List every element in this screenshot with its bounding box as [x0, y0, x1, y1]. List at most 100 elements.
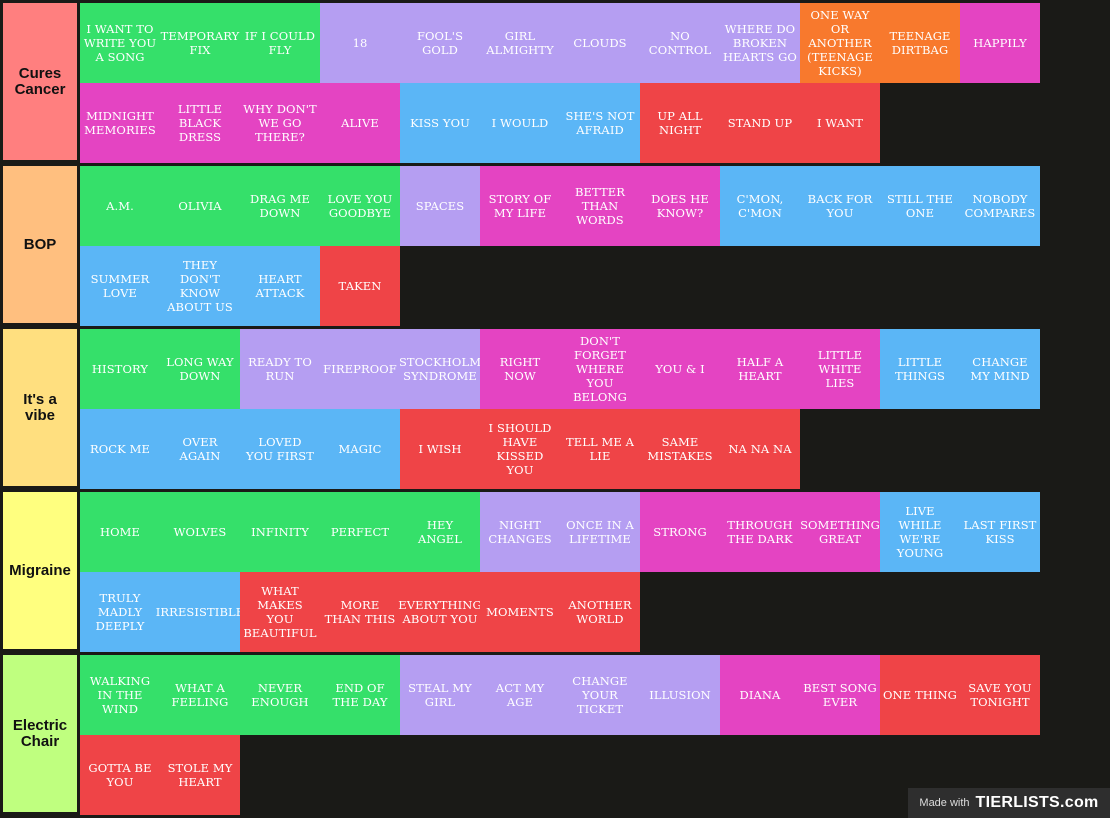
tier-item[interactable]: HOME: [80, 492, 160, 572]
tier-item[interactable]: MORE THAN THIS: [320, 572, 400, 652]
tier-item[interactable]: CHANGE MY MIND: [960, 329, 1040, 409]
tier-label[interactable]: Electric Chair: [3, 655, 77, 812]
tier-item[interactable]: NOBODY COMPARES: [960, 166, 1040, 246]
tier-item[interactable]: HEART ATTACK: [240, 246, 320, 326]
tier-item[interactable]: LOVE YOU GOODBYE: [320, 166, 400, 246]
tier-item[interactable]: CHANGE YOUR TICKET: [560, 655, 640, 735]
tier-row: It's a vibe HISTORY LONG WAY DOWN READY TO …: [0, 326, 1110, 489]
tier-item[interactable]: BACK FOR YOU: [800, 166, 880, 246]
tier-item[interactable]: INFINITY: [240, 492, 320, 572]
tier-item[interactable]: PERFECT: [320, 492, 400, 572]
tier-item[interactable]: STOCKHOLM SYNDROME: [399, 329, 481, 409]
tier-item[interactable]: ACT MY AGE: [480, 655, 560, 735]
tier-item[interactable]: MOMENTS: [480, 572, 560, 652]
tier-item[interactable]: KISS YOU: [400, 83, 480, 163]
tier-item[interactable]: I WISH: [400, 409, 480, 489]
tier-item[interactable]: NA NA NA: [720, 409, 800, 489]
tier-item[interactable]: FOOL'S GOLD: [400, 3, 480, 83]
tier-item[interactable]: STEAL MY GIRL: [400, 655, 480, 735]
tier-item[interactable]: THEY DON'T KNOW ABOUT US: [160, 246, 240, 326]
tier-item[interactable]: DIANA: [720, 655, 800, 735]
tier-item[interactable]: STILL THE ONE: [880, 166, 960, 246]
tier-item[interactable]: MIDNIGHT MEMORIES: [80, 83, 160, 163]
tier-item[interactable]: THROUGH THE DARK: [720, 492, 800, 572]
tier-item[interactable]: A.M.: [80, 166, 160, 246]
tier-item[interactable]: LOVED YOU FIRST: [240, 409, 320, 489]
tier-item[interactable]: DON'T FORGET WHERE YOU BELONG: [560, 329, 640, 409]
tier-item[interactable]: ANOTHER WORLD: [560, 572, 640, 652]
tier-item[interactable]: I WOULD: [480, 83, 560, 163]
tier-item[interactable]: IF I COULD FLY: [240, 3, 320, 83]
tier-item[interactable]: 18: [320, 3, 400, 83]
tier-label[interactable]: Migraine: [3, 492, 77, 649]
tier-item[interactable]: WHAT A FEELING: [160, 655, 240, 735]
tier-item[interactable]: STOLE MY HEART: [160, 735, 240, 815]
tier-item[interactable]: BETTER THAN WORDS: [560, 166, 640, 246]
tier-item[interactable]: WHAT MAKES YOU BEAUTIFUL: [240, 572, 320, 652]
tier-label[interactable]: It's a vibe: [3, 329, 77, 486]
watermark-made-with: Made with: [919, 797, 970, 809]
tier-item[interactable]: DRAG ME DOWN: [240, 166, 320, 246]
tier-item[interactable]: ONE WAY OR ANOTHER (TEENAGE KICKS): [800, 3, 880, 83]
tier-item[interactable]: UP ALL NIGHT: [640, 83, 720, 163]
tier-item[interactable]: NIGHT CHANGES: [480, 492, 560, 572]
tier-item[interactable]: ALIVE: [320, 83, 400, 163]
tier-item[interactable]: OLIVIA: [160, 166, 240, 246]
tier-item[interactable]: TEMPORARY FIX: [160, 3, 240, 83]
tier-item[interactable]: I SHOULD HAVE KISSED YOU: [480, 409, 560, 489]
tier-item[interactable]: LITTLE WHITE LIES: [800, 329, 880, 409]
tier-item[interactable]: FIREPROOF: [320, 329, 400, 409]
tier-item[interactable]: SAVE YOU TONIGHT: [960, 655, 1040, 735]
tier-item[interactable]: ILLUSION: [640, 655, 720, 735]
tier-item[interactable]: DOES HE KNOW?: [640, 166, 720, 246]
tier-item[interactable]: LONG WAY DOWN: [160, 329, 240, 409]
tier-item[interactable]: LITTLE THINGS: [880, 329, 960, 409]
watermark-logo: TIERLISTS.com: [975, 794, 1099, 811]
tier-item[interactable]: TEENAGE DIRTBAG: [880, 3, 960, 83]
tier-item[interactable]: GIRL ALMIGHTY: [480, 3, 560, 83]
tier-item[interactable]: HALF A HEART: [720, 329, 800, 409]
tier-item[interactable]: TAKEN: [320, 246, 400, 326]
tier-item[interactable]: LIVE WHILE WE'RE YOUNG: [880, 492, 960, 572]
tier-item[interactable]: READY TO RUN: [240, 329, 320, 409]
tier-item[interactable]: GOTTA BE YOU: [80, 735, 160, 815]
tier-item[interactable]: RIGHT NOW: [480, 329, 560, 409]
tier-item[interactable]: LITTLE BLACK DRESS: [160, 83, 240, 163]
tier-label[interactable]: BOP: [3, 166, 77, 323]
tier-item[interactable]: HEY ANGEL: [400, 492, 480, 572]
tier-item[interactable]: SOMETHING GREAT: [800, 492, 880, 572]
tier-item[interactable]: I WANT: [800, 83, 880, 163]
tier-item[interactable]: WALKING IN THE WIND: [80, 655, 160, 735]
tier-item[interactable]: LAST FIRST KISS: [960, 492, 1040, 572]
tier-item[interactable]: WOLVES: [160, 492, 240, 572]
tier-item[interactable]: ONE THING: [880, 655, 960, 735]
tier-item[interactable]: SUMMER LOVE: [80, 246, 160, 326]
tier-item[interactable]: STORY OF MY LIFE: [480, 166, 560, 246]
tier-item[interactable]: OVER AGAIN: [160, 409, 240, 489]
tier-item[interactable]: ONCE IN A LIFETIME: [560, 492, 640, 572]
tier-item[interactable]: STRONG: [640, 492, 720, 572]
tier-item[interactable]: SPACES: [400, 166, 480, 246]
tier-item[interactable]: WHY DON'T WE GO THERE?: [240, 83, 320, 163]
tier-item[interactable]: NEVER ENOUGH: [240, 655, 320, 735]
tier-item[interactable]: MAGIC: [320, 409, 400, 489]
tier-item[interactable]: SAME MISTAKES: [640, 409, 720, 489]
tier-item[interactable]: C'MON, C'MON: [720, 166, 800, 246]
tier-item[interactable]: ROCK ME: [80, 409, 160, 489]
tier-item[interactable]: I WANT TO WRITE YOU A SONG: [80, 3, 160, 83]
tier-item[interactable]: NO CONTROL: [640, 3, 720, 83]
tier-item[interactable]: IRRESISTIBLE: [156, 572, 244, 652]
tier-item[interactable]: SHE'S NOT AFRAID: [560, 83, 640, 163]
tier-item[interactable]: END OF THE DAY: [320, 655, 400, 735]
tier-item[interactable]: STAND UP: [720, 83, 800, 163]
tier-item[interactable]: YOU & I: [640, 329, 720, 409]
tier-item[interactable]: HISTORY: [80, 329, 160, 409]
tier-item[interactable]: BEST SONG EVER: [800, 655, 880, 735]
tier-item[interactable]: CLOUDS: [560, 3, 640, 83]
tier-item[interactable]: TRULY MADLY DEEPLY: [80, 572, 160, 652]
tier-item[interactable]: HAPPILY: [960, 3, 1040, 83]
tier-item[interactable]: TELL ME A LIE: [560, 409, 640, 489]
tier-item[interactable]: EVERYTHING ABOUT YOU: [398, 572, 482, 652]
tier-item[interactable]: WHERE DO BROKEN HEARTS GO: [720, 3, 800, 83]
tier-label[interactable]: Cures Cancer: [3, 3, 77, 160]
